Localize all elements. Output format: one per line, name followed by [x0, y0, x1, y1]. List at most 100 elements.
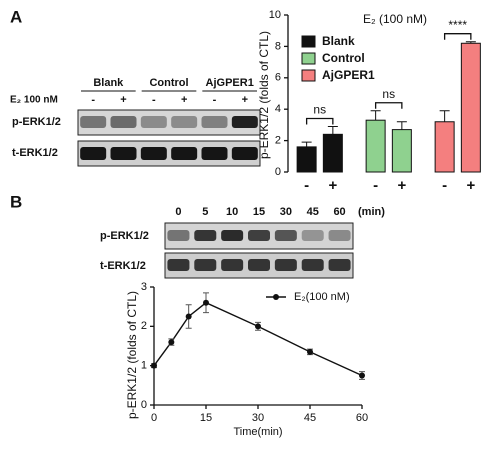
y-tick-label: 10	[269, 9, 281, 21]
bar	[322, 133, 343, 173]
x-axis-label: Time(min)	[233, 426, 282, 438]
blot-band	[201, 116, 228, 128]
treatment-label: E₂ 100 nM	[10, 95, 58, 106]
y-tick-label: 3	[141, 281, 147, 293]
group-label: Blank	[93, 77, 124, 89]
treatment-sign: +	[120, 94, 126, 106]
y-axis-label: p-ERK1/2 (folds of CTL)	[257, 31, 271, 159]
error-bar	[370, 110, 381, 121]
legend-label: Blank	[322, 34, 355, 48]
error-bar	[327, 125, 338, 135]
point	[307, 348, 313, 355]
blot-band	[248, 259, 270, 271]
blot-row-label: p-ERK1/2	[12, 116, 61, 128]
treatment-sign: +	[181, 94, 187, 106]
bar	[296, 146, 317, 173]
blot-row-label: p-ERK1/2	[100, 230, 149, 242]
legend-swatch	[301, 52, 316, 65]
chart-title: E₂ (100 nM)	[363, 12, 427, 26]
bar	[434, 121, 455, 173]
error-bar	[439, 110, 450, 122]
treatment-sign: +	[242, 94, 248, 106]
treatment-sign: -	[213, 94, 217, 106]
legend-swatch	[301, 69, 316, 82]
legend-label: E₂(100 nM)	[294, 291, 350, 303]
blot-row-label: t-ERK1/2	[12, 147, 58, 159]
blot-band	[140, 147, 167, 160]
blot-band	[248, 230, 270, 241]
blot-band	[140, 116, 167, 128]
time-label: 5	[202, 206, 208, 218]
point	[185, 313, 192, 320]
point	[255, 323, 261, 330]
blot-band	[194, 230, 217, 241]
x-tick-label: 45	[304, 412, 316, 424]
line	[153, 301, 363, 377]
blot-band	[171, 116, 198, 128]
time-label: 15	[253, 206, 265, 218]
blot-band	[221, 259, 244, 271]
y-tick-label: 2	[141, 320, 147, 332]
blot-band	[167, 259, 190, 271]
blot-band	[231, 147, 258, 160]
significance-bracket	[374, 102, 403, 109]
blot-band	[231, 116, 258, 128]
blot-band	[110, 116, 137, 128]
x-tick-label: 0	[151, 412, 157, 424]
y-tick-label: 8	[275, 40, 281, 52]
blot-band	[201, 147, 228, 160]
significance-bracket	[443, 33, 472, 40]
y-tick-label: 4	[275, 103, 281, 115]
significance-label: ****	[448, 18, 467, 32]
panel-label: A	[10, 7, 22, 26]
blot-band	[328, 230, 351, 241]
x-tick-label: 15	[200, 412, 212, 424]
y-axis-label: p-ERK1/2 (folds of CTL)	[125, 291, 139, 419]
significance-bracket	[305, 117, 334, 125]
group-label: Control	[149, 77, 188, 89]
treatment-sign: -	[152, 94, 156, 106]
time-label: 10	[226, 206, 238, 218]
y-tick-label: 6	[275, 72, 281, 84]
x-tick-label: -	[442, 177, 447, 194]
legend-swatch	[301, 35, 316, 48]
y-tick-label: 2	[275, 135, 281, 147]
y-tick-label: 0	[275, 166, 281, 178]
blot-band	[301, 259, 324, 271]
blot-band	[167, 230, 190, 241]
x-tick-label: -	[304, 177, 309, 194]
time-label: 60	[333, 206, 345, 218]
blot-band	[301, 230, 324, 241]
panel-label: B	[10, 192, 22, 211]
legend-label: AjGPER1	[322, 68, 375, 82]
blot-band	[171, 147, 198, 160]
x-tick-label: +	[397, 177, 406, 194]
legend-marker	[273, 294, 279, 300]
blot-row-label: t-ERK1/2	[100, 260, 146, 272]
time-unit: (min)	[358, 206, 385, 218]
blot-band	[80, 116, 107, 128]
point	[151, 362, 157, 369]
blot-band	[274, 230, 297, 241]
point	[359, 372, 365, 379]
blot-band	[221, 230, 244, 241]
y-tick-label: 1	[141, 360, 147, 372]
significance-label: ns	[382, 87, 395, 101]
group-label: AjGPER1	[206, 77, 254, 89]
x-tick-label: -	[373, 177, 378, 194]
blot-frame	[77, 109, 261, 136]
error-bar	[396, 121, 407, 130]
blot-frame	[77, 140, 261, 167]
time-label: 0	[175, 206, 181, 218]
x-tick-label: +	[466, 177, 475, 194]
error-bar	[301, 141, 312, 147]
x-tick-label: 30	[252, 412, 264, 424]
blot-band	[110, 147, 137, 160]
treatment-sign: -	[91, 94, 95, 106]
y-tick-label: 0	[141, 399, 147, 411]
blot-band	[80, 147, 107, 160]
bar	[391, 129, 412, 173]
blot-band	[328, 259, 351, 271]
bar	[365, 119, 386, 173]
time-label: 30	[280, 206, 292, 218]
